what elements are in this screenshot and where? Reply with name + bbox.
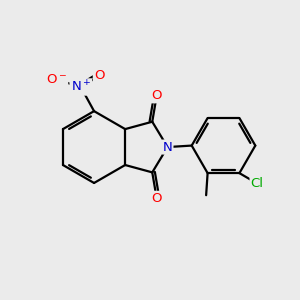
Text: O: O (152, 192, 162, 205)
Text: N$^+$: N$^+$ (70, 79, 91, 94)
Text: O$^-$: O$^-$ (46, 73, 67, 86)
Text: N: N (163, 141, 172, 154)
Text: Cl: Cl (250, 177, 264, 190)
Text: O: O (152, 89, 162, 102)
Text: O: O (94, 69, 104, 82)
